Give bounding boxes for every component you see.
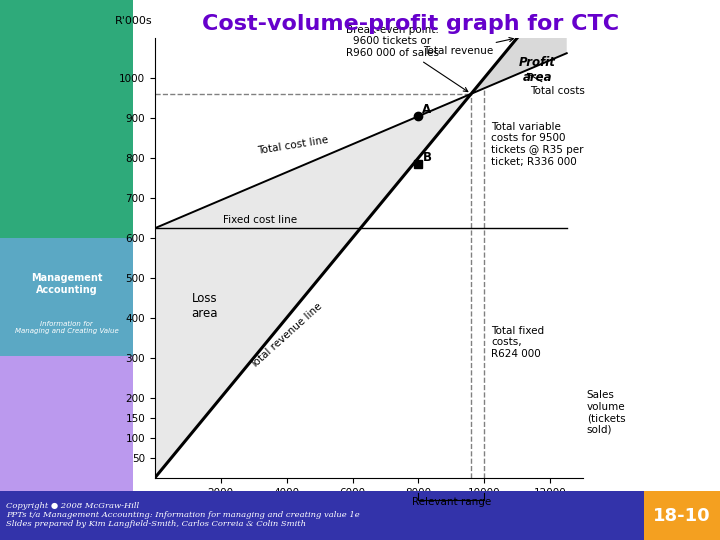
Text: Total revenue line: Total revenue line xyxy=(249,301,324,370)
Text: Loss
area: Loss area xyxy=(191,292,217,320)
Text: Total costs: Total costs xyxy=(527,73,585,96)
Text: Fixed cost line: Fixed cost line xyxy=(223,215,297,225)
Text: Total cost line: Total cost line xyxy=(257,136,329,157)
Polygon shape xyxy=(155,94,471,478)
Text: 18-10: 18-10 xyxy=(653,507,711,525)
Text: Copyright ● 2008 McGraw-Hill
PPTs t/a Management Accounting: Information for man: Copyright ● 2008 McGraw-Hill PPTs t/a Ma… xyxy=(6,502,360,528)
Text: Relevant range: Relevant range xyxy=(412,497,491,507)
Text: Total revenue: Total revenue xyxy=(423,37,513,56)
Text: B: B xyxy=(423,151,431,164)
Text: A: A xyxy=(423,103,431,116)
Text: Cost-volume-profit graph for CTC: Cost-volume-profit graph for CTC xyxy=(202,14,619,33)
Text: Profit
area: Profit area xyxy=(518,56,556,84)
Text: Total variable
costs for 9500
tickets @ R35 per
ticket; R336 000: Total variable costs for 9500 tickets @ … xyxy=(491,122,583,167)
Polygon shape xyxy=(471,0,567,94)
Text: Total fixed
costs,
R624 000: Total fixed costs, R624 000 xyxy=(491,326,544,359)
Text: Management
Accounting: Management Accounting xyxy=(31,273,102,295)
Text: Information for
Managing and Creating Value: Information for Managing and Creating Va… xyxy=(14,321,119,334)
Text: Break-even point:
9600 tickets or
R960 000 of sales: Break-even point: 9600 tickets or R960 0… xyxy=(346,25,468,92)
Text: Sales
volume
(tickets
sold): Sales volume (tickets sold) xyxy=(587,390,626,435)
Text: R'000s: R'000s xyxy=(115,16,153,26)
